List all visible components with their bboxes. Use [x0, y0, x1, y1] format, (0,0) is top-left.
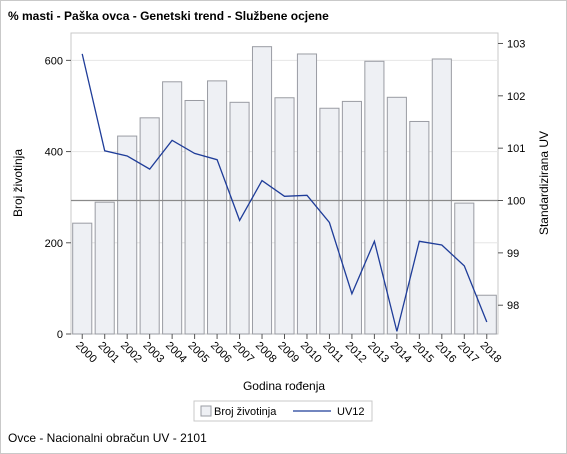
bar	[409, 120, 430, 335]
chart-title: % masti - Paška ovca - Genetski trend - …	[8, 9, 329, 23]
footnote: Ovce - Nacionalni obračun UV - 2101	[8, 431, 207, 445]
x-tick-label: 2004	[163, 340, 189, 366]
bar	[341, 100, 362, 335]
x-tick-label: 2007	[230, 340, 256, 366]
y2-tick-label: 98	[507, 300, 519, 312]
bar	[454, 202, 475, 335]
x-tick-label: 2013	[365, 340, 391, 366]
x-tick-label: 2015	[410, 340, 436, 366]
bar	[72, 222, 93, 335]
x-tick-label: 2009	[275, 340, 301, 366]
bar	[364, 60, 385, 335]
x-tick-label: 2018	[478, 340, 504, 366]
bar	[162, 81, 183, 335]
x-tick-label: 2005	[185, 340, 211, 366]
bar	[319, 107, 340, 335]
y-tick-label: 0	[57, 329, 63, 341]
x-tick-label: 2006	[208, 340, 234, 366]
y-tick-label: 600	[45, 55, 63, 67]
legend-label-line: UV12	[337, 406, 365, 418]
x-tick-label: 2014	[388, 340, 414, 366]
line-series	[81, 53, 488, 332]
bar	[229, 101, 250, 335]
y-axis-title: Broj životinja	[11, 149, 25, 217]
bar	[296, 53, 318, 335]
y2-axis-ticks: 98 99 100 101 102 103	[498, 38, 525, 312]
y2-tick-label: 102	[507, 91, 525, 103]
x-tick-label: 2016	[433, 340, 459, 366]
x-tick-label: 2001	[96, 340, 122, 366]
x-tick-label: 2012	[343, 340, 369, 366]
bar	[94, 201, 115, 335]
x-tick-label: 2011	[320, 340, 345, 365]
x-axis-ticks: 2000200120022003200420052006200720082009…	[73, 334, 503, 365]
bar	[274, 97, 295, 335]
x-axis-title: Godina rođenja	[243, 379, 325, 393]
bar	[207, 80, 228, 335]
legend: Broj životinja UV12	[193, 400, 373, 422]
bar	[251, 46, 273, 335]
uv12-line	[81, 53, 488, 332]
y-tick-label: 400	[45, 147, 63, 159]
y2-axis-title: Standardizirana UV	[537, 131, 551, 235]
legend-swatch-bar	[200, 405, 212, 417]
y2-tick-label: 103	[507, 38, 525, 50]
bar	[184, 99, 205, 335]
x-tick-label: 2002	[118, 340, 144, 366]
x-tick-label: 2003	[141, 340, 167, 366]
legend-frame	[193, 400, 373, 422]
bar	[431, 58, 452, 335]
y2-tick-label: 101	[507, 143, 525, 155]
y2-tick-label: 99	[507, 248, 519, 260]
y2-tick-label: 100	[507, 196, 525, 208]
bar-series	[72, 46, 497, 335]
legend-label-bar: Broj životinja	[214, 406, 277, 418]
bar	[139, 117, 160, 335]
bar	[386, 96, 407, 335]
x-tick-label: 2000	[73, 340, 99, 366]
y-axis-ticks: 0 200 400 600	[45, 55, 71, 341]
x-tick-label: 2017	[455, 340, 481, 366]
bar	[117, 135, 138, 335]
y-tick-label: 200	[45, 238, 63, 250]
x-tick-label: 2008	[253, 340, 279, 366]
x-tick-label: 2010	[298, 340, 324, 366]
bar	[476, 294, 497, 335]
